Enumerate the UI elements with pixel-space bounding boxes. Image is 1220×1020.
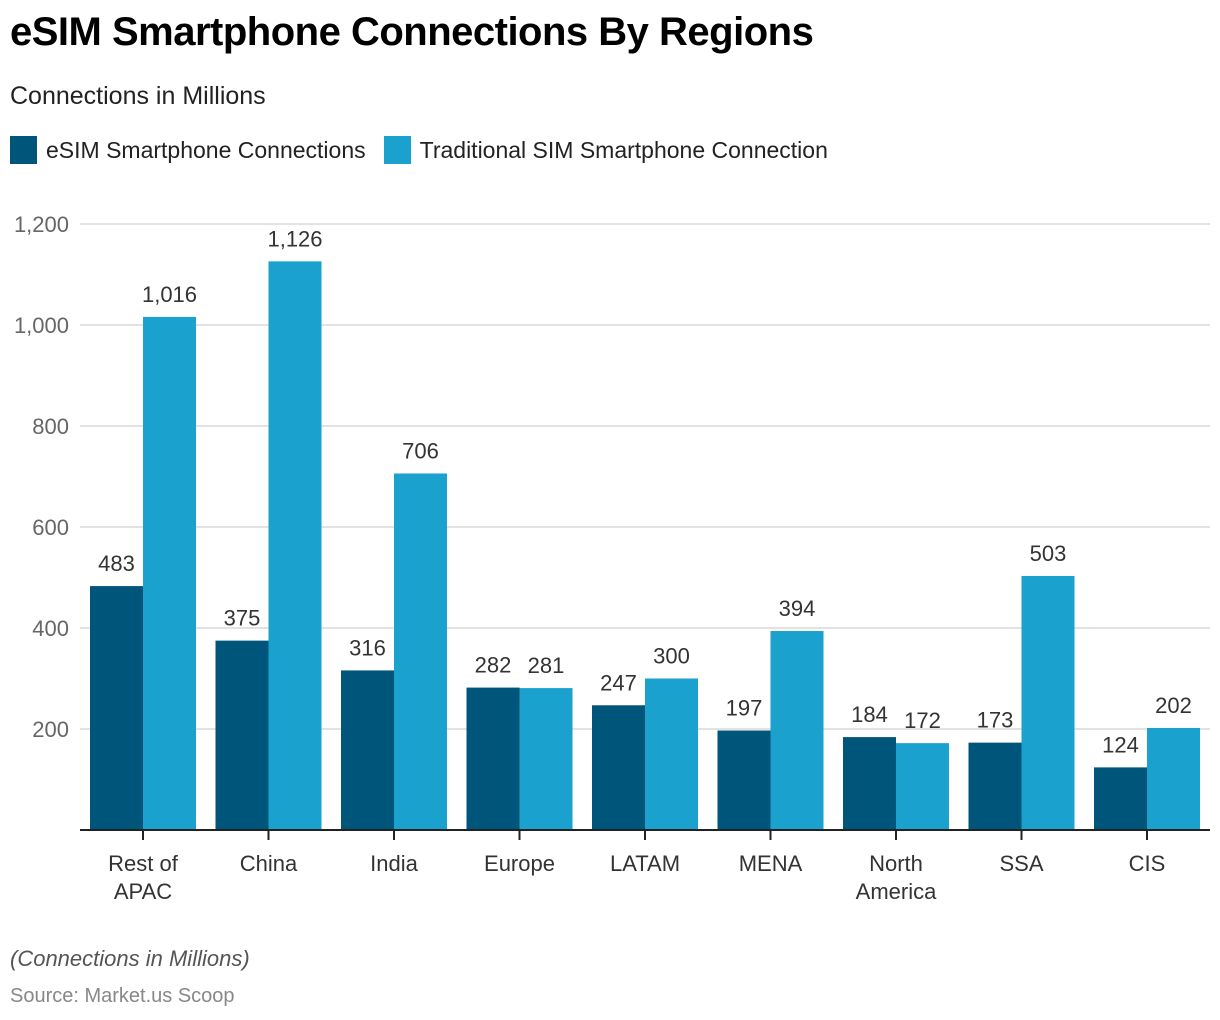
- bar-esim: [717, 730, 771, 830]
- data-label: 706: [402, 438, 439, 463]
- data-label: 247: [600, 670, 637, 695]
- bar-esim: [1094, 767, 1147, 830]
- x-tick-label: CIS: [1129, 851, 1166, 876]
- bar-esim: [215, 640, 269, 830]
- bar-esim: [843, 737, 896, 830]
- x-tick-label: MENA: [739, 851, 803, 876]
- bar-esim: [968, 742, 1022, 830]
- data-label: 282: [475, 653, 512, 678]
- bar-traditional-sim: [394, 473, 447, 830]
- data-label: 197: [726, 696, 763, 721]
- bar-esim: [341, 670, 394, 830]
- legend-item-esim[interactable]: eSIM Smartphone Connections: [10, 136, 366, 164]
- data-label: 1,016: [142, 282, 197, 307]
- chart-subtitle: Connections in Millions: [10, 82, 266, 110]
- y-tick-label: 600: [32, 515, 69, 540]
- x-tick-label: Europe: [484, 851, 555, 876]
- bar-traditional-sim: [770, 631, 824, 830]
- x-tick-label: China: [240, 851, 298, 876]
- bar-traditional-sim: [896, 743, 949, 830]
- x-tick-label: APAC: [114, 879, 172, 904]
- data-label: 184: [851, 702, 888, 727]
- bar-traditional-sim: [143, 316, 196, 830]
- y-tick-label: 200: [32, 717, 69, 742]
- x-tick-label: India: [370, 851, 418, 876]
- bar-esim: [466, 687, 520, 830]
- x-tick-label: SSA: [999, 851, 1043, 876]
- data-label: 124: [1102, 732, 1139, 757]
- bar-esim: [592, 705, 645, 830]
- bar-traditional-sim: [1021, 575, 1075, 830]
- x-tick-label: LATAM: [610, 851, 680, 876]
- data-label: 173: [977, 708, 1014, 733]
- legend-label-esim: eSIM Smartphone Connections: [46, 136, 366, 163]
- y-tick-label: 1,200: [14, 212, 69, 237]
- y-tick-label: 400: [32, 616, 69, 641]
- legend-label-traditional-sim: Traditional SIM Smartphone Connection: [419, 136, 828, 163]
- footnote: (Connections in Millions): [10, 946, 250, 971]
- data-label: 483: [98, 551, 135, 576]
- bar-traditional-sim: [519, 688, 573, 830]
- bar-traditional-sim: [645, 678, 698, 830]
- x-tick-label: America: [856, 879, 937, 904]
- legend-item-traditional-sim[interactable]: Traditional SIM Smartphone Connection: [383, 136, 828, 164]
- y-tick-label: 1,000: [14, 313, 69, 338]
- bar-esim: [90, 586, 143, 830]
- legend-swatch-traditional-sim: [383, 136, 411, 164]
- legend-swatch-esim: [10, 136, 37, 164]
- data-label: 1,126: [267, 226, 322, 251]
- bar-traditional-sim: [1147, 727, 1200, 830]
- data-label: 300: [653, 644, 690, 669]
- source-note: Source: Market.us Scoop: [10, 985, 235, 1007]
- bar-traditional-sim: [268, 261, 322, 830]
- x-tick-label: North: [869, 851, 923, 876]
- data-label: 202: [1155, 693, 1192, 718]
- y-tick-label: 800: [32, 414, 69, 439]
- x-tick-label: Rest of: [108, 851, 179, 876]
- data-label: 281: [528, 653, 565, 678]
- data-label: 503: [1030, 541, 1067, 566]
- chart-title: eSIM Smartphone Connections By Regions: [10, 10, 814, 54]
- data-label: 172: [904, 708, 941, 733]
- data-label: 394: [779, 596, 816, 621]
- legend: eSIM Smartphone Connections Traditional …: [10, 136, 846, 164]
- data-label: 375: [224, 606, 261, 631]
- data-label: 316: [349, 635, 386, 660]
